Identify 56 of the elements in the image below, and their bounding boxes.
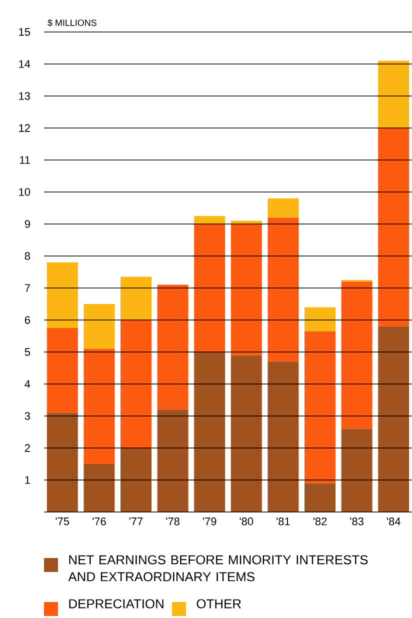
bar [378, 128, 410, 326]
y-tick-label: 13 [19, 92, 30, 100]
x-tick-label: '83 [350, 518, 364, 526]
bar [120, 320, 152, 448]
bar [120, 276, 152, 320]
bar [378, 326, 410, 512]
bar [268, 362, 299, 512]
bar [268, 198, 299, 218]
bar [84, 464, 115, 512]
x-tick-label: '78 [166, 518, 180, 526]
bar [120, 448, 152, 512]
bar [194, 224, 226, 352]
y-tick-label: 15 [19, 28, 30, 36]
x-tick-label: '77 [129, 518, 143, 526]
bar [194, 352, 226, 512]
bar [378, 60, 410, 128]
x-tick-label: '76 [92, 518, 106, 526]
bar [46, 262, 78, 328]
bar [84, 348, 115, 464]
y-tick-label: 2 [24, 444, 30, 452]
bar [341, 282, 372, 429]
bar [157, 284, 188, 410]
bar [304, 331, 336, 484]
y-tick-label: 11 [20, 156, 30, 164]
y-tick-label: 12 [19, 124, 30, 132]
bar [230, 355, 262, 512]
y-tick-label: 10 [19, 188, 30, 196]
bar [304, 307, 336, 332]
x-tick-label: '82 [313, 518, 327, 526]
y-tick-label: 14 [19, 60, 30, 68]
x-tick-label: '75 [56, 518, 70, 526]
bar [341, 428, 372, 512]
x-tick-label: '80 [240, 518, 254, 526]
bar [304, 483, 336, 512]
y-tick-label: 9 [24, 220, 30, 228]
y-tick-label: 1 [25, 476, 30, 484]
y-tick-label: 4 [24, 380, 30, 388]
bar [194, 216, 226, 224]
x-tick-label: '79 [203, 518, 216, 526]
y-tick-label: 5 [24, 348, 30, 356]
bar [46, 412, 78, 512]
bar [230, 224, 262, 356]
y-tick-label: 7 [24, 284, 30, 292]
y-tick-label: 8 [24, 252, 30, 260]
y-axis-title: $ MILLIONS [48, 19, 96, 26]
y-tick-label: 3 [24, 412, 30, 420]
x-tick-label: '81 [276, 518, 290, 526]
legend-label: NET EARNINGS BEFORE MINORITY INTERESTS AND EXTRAORDINARY ITEMS [68, 555, 368, 582]
y-tick-label: 6 [24, 316, 30, 324]
bar [84, 304, 115, 349]
x-tick-label: '84 [387, 518, 400, 526]
bar [268, 218, 299, 362]
bar [157, 410, 188, 512]
bar [46, 328, 78, 413]
legend-label: DEPRECIATION [69, 599, 164, 608]
legend-label: OTHER [196, 599, 241, 608]
